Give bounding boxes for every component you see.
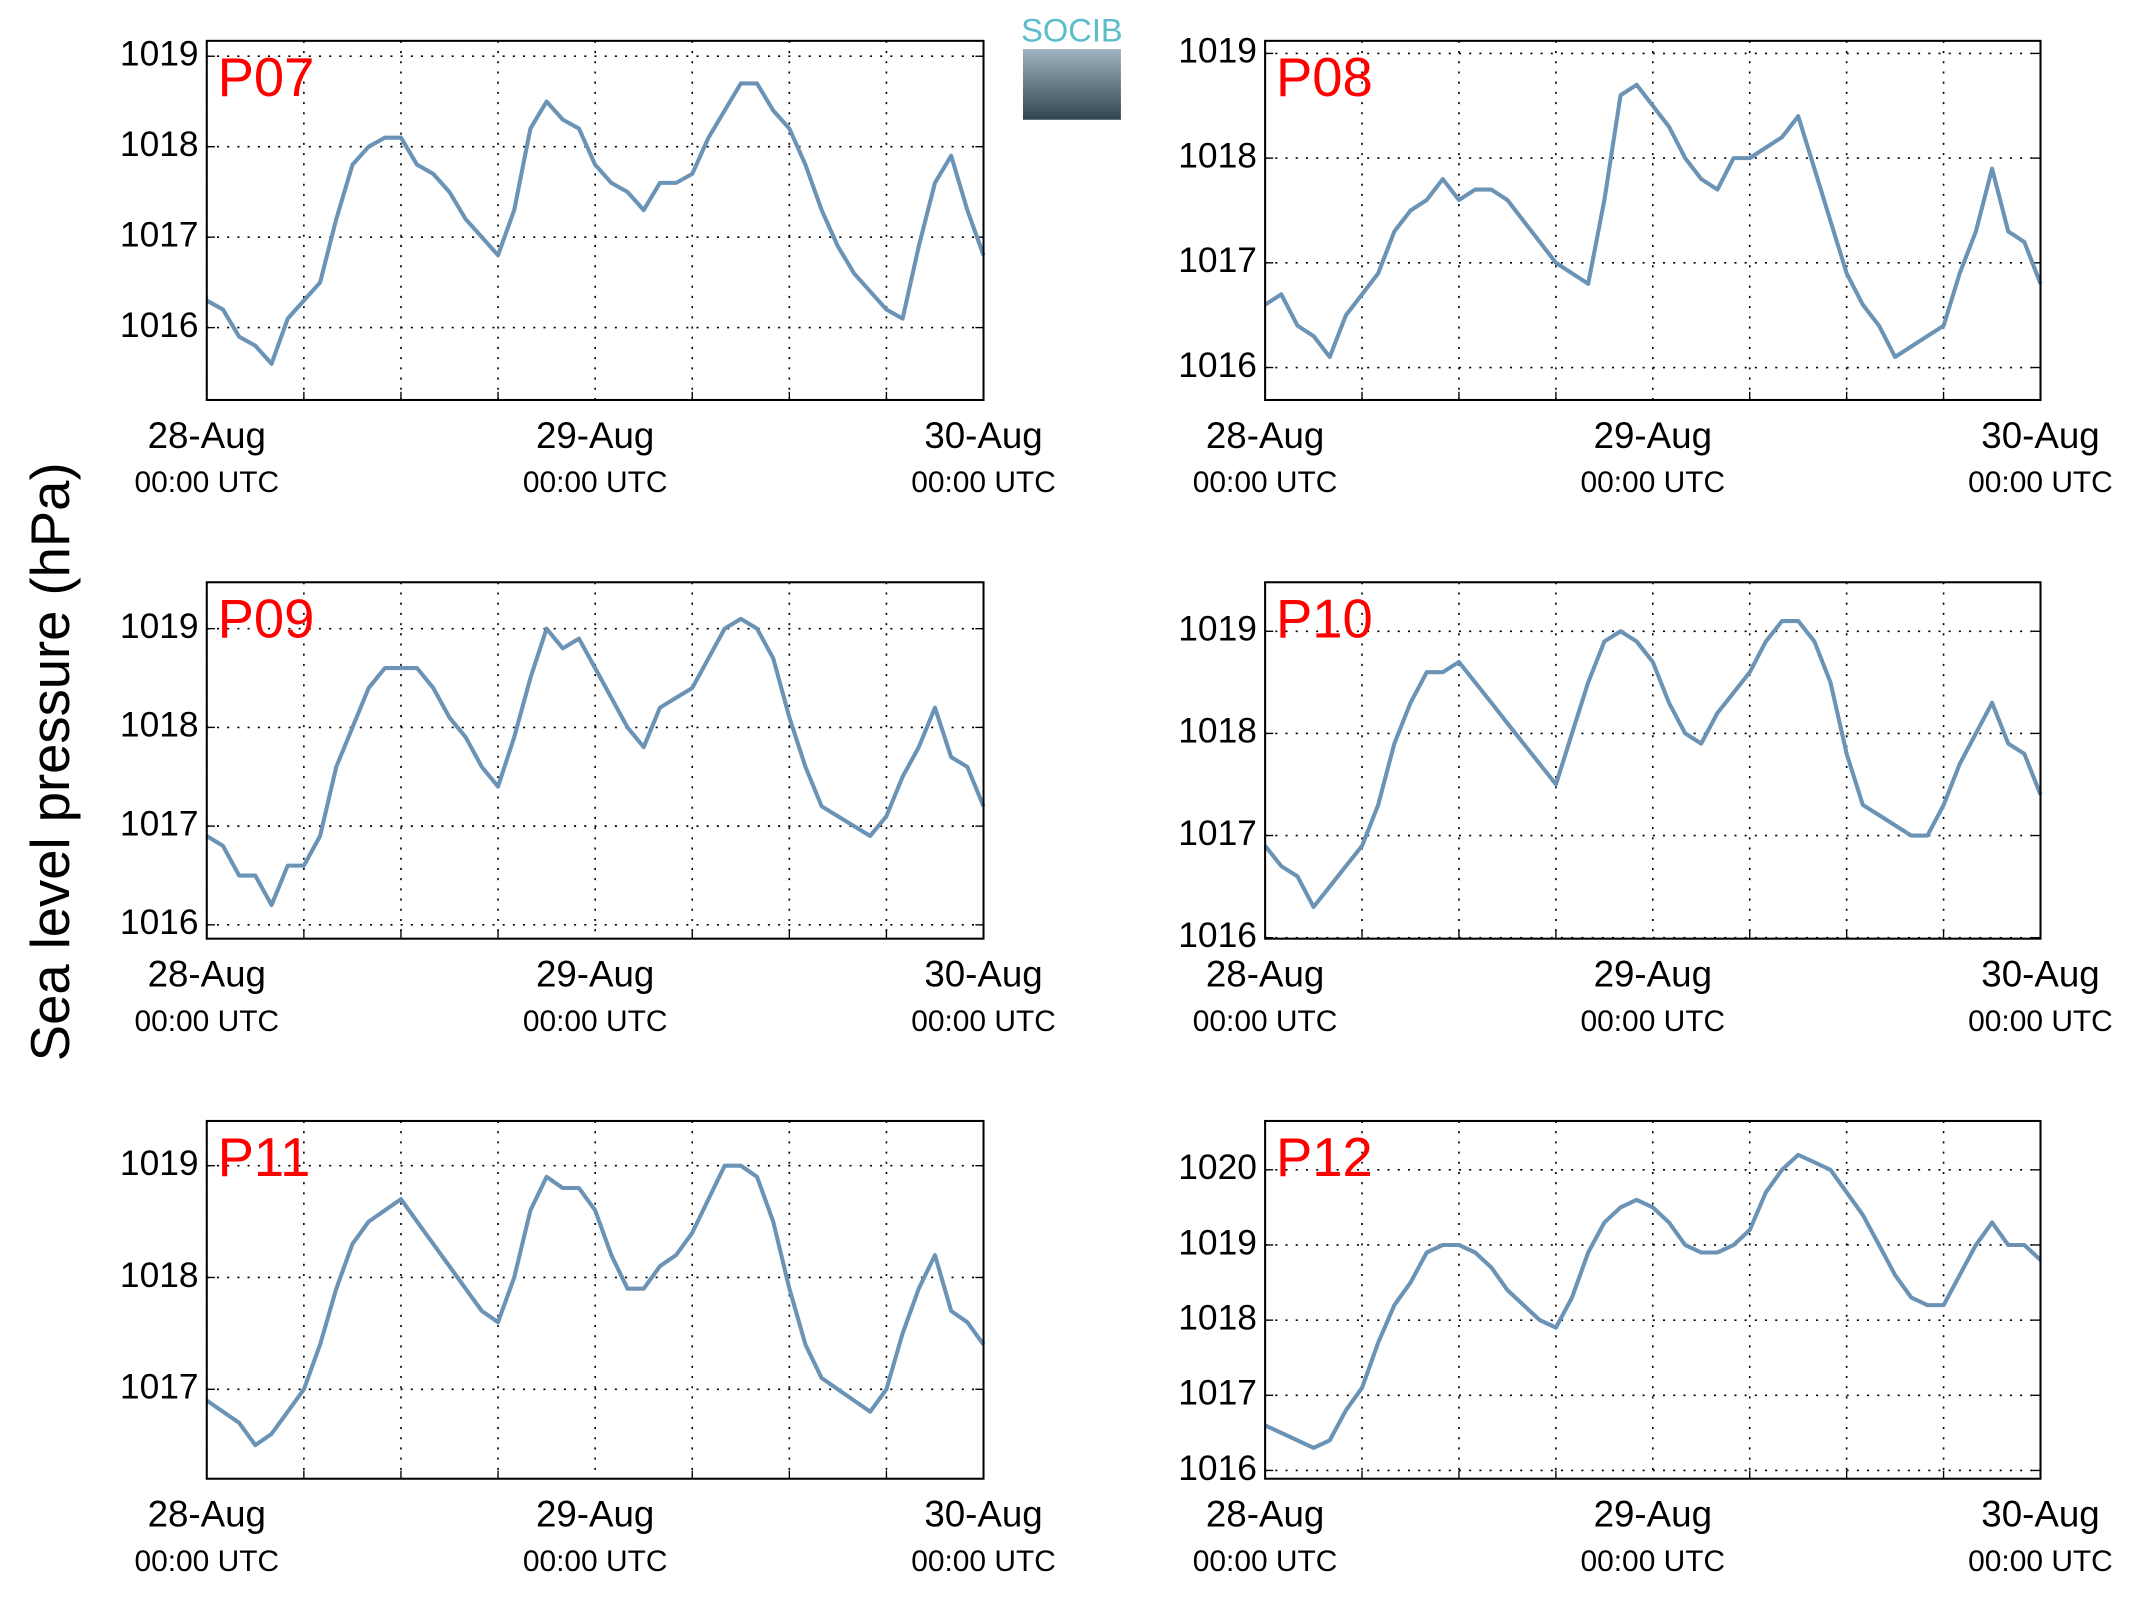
y-tick-label: 1017 — [1178, 241, 1257, 280]
x-tick-label: 30-Aug — [924, 1494, 1042, 1535]
pressure-line — [1264, 1152, 2042, 1450]
x-tick-label: 30-Aug — [924, 415, 1042, 456]
y-tick-label: 1019 — [120, 35, 199, 74]
x-tick-sublabel: 00:00 UTC — [1968, 1545, 2113, 1578]
y-tick-label: 1018 — [1178, 1298, 1257, 1337]
x-tick-label: 29-Aug — [536, 953, 654, 994]
x-tick-label: 28-Aug — [1206, 953, 1324, 994]
y-tick-label: 1019 — [120, 607, 199, 646]
y-axis-label: Sea level pressure (hPa) — [20, 462, 81, 1061]
y-tick-label: 1016 — [120, 306, 199, 345]
x-tick-sublabel: 00:00 UTC — [134, 466, 279, 499]
y-tick-label: 1018 — [1178, 712, 1257, 751]
y-tick-label: 1019 — [120, 1144, 199, 1183]
y-tick-label: 1017 — [120, 804, 199, 843]
x-tick-sublabel: 00:00 UTC — [1580, 466, 1725, 499]
x-tick-label: 29-Aug — [1594, 415, 1712, 456]
y-tick-label: 1017 — [120, 1368, 199, 1407]
x-tick-label: 30-Aug — [1981, 953, 2099, 994]
x-tick-label: 29-Aug — [536, 1494, 654, 1535]
x-tick-sublabel: 00:00 UTC — [134, 1005, 279, 1038]
axes-box — [205, 39, 985, 402]
pressure-line — [1263, 618, 2043, 910]
x-tick-label: 30-Aug — [1981, 415, 2099, 456]
pressure-line — [205, 81, 986, 366]
y-tick-label: 1018 — [120, 125, 199, 164]
y-tick-label: 1017 — [120, 215, 199, 254]
x-tick-sublabel: 00:00 UTC — [523, 1545, 668, 1578]
x-tick-label: 29-Aug — [1594, 1494, 1712, 1535]
y-tick-label: 1019 — [1178, 610, 1257, 649]
x-tick-label: 30-Aug — [924, 953, 1042, 994]
panel-title: P10 — [1276, 588, 1373, 649]
x-tick-label: 29-Aug — [536, 415, 654, 456]
y-tick-label: 1019 — [1178, 32, 1257, 71]
logo-text: SOCIB — [1021, 11, 1123, 48]
y-tick-label: 1017 — [1178, 1374, 1257, 1413]
axes-box — [1264, 39, 2042, 402]
axes-box — [1264, 581, 2042, 940]
y-tick-label: 1019 — [1178, 1223, 1257, 1262]
axes-box — [1264, 1119, 2042, 1480]
x-tick-sublabel: 00:00 UTC — [1193, 1005, 1338, 1038]
x-tick-sublabel: 00:00 UTC — [911, 1005, 1056, 1038]
panel-title: P09 — [218, 588, 315, 649]
axes-box — [205, 1119, 985, 1480]
x-tick-sublabel: 00:00 UTC — [523, 466, 668, 499]
panel-title: P11 — [218, 1127, 311, 1188]
panel-title: P12 — [1276, 1127, 1373, 1188]
y-tick-label: 1016 — [1178, 346, 1257, 385]
x-tick-sublabel: 00:00 UTC — [1580, 1005, 1725, 1038]
y-tick-label: 1018 — [120, 706, 199, 745]
x-tick-label: 28-Aug — [1206, 415, 1324, 456]
y-tick-label: 1016 — [1178, 1449, 1257, 1488]
y-tick-label: 1020 — [1178, 1148, 1257, 1187]
panel-title: P08 — [1276, 47, 1373, 108]
x-tick-label: 30-Aug — [1981, 1494, 2099, 1535]
x-tick-sublabel: 00:00 UTC — [1580, 1545, 1725, 1578]
pressure-line — [205, 1163, 986, 1448]
x-tick-sublabel: 00:00 UTC — [911, 466, 1056, 499]
x-tick-sublabel: 00:00 UTC — [1193, 1545, 1338, 1578]
panel-title: P07 — [218, 47, 315, 108]
y-tick-label: 1018 — [120, 1256, 199, 1295]
y-tick-label: 1016 — [1178, 916, 1257, 955]
x-tick-sublabel: 00:00 UTC — [1968, 1005, 2113, 1038]
x-tick-label: 28-Aug — [148, 953, 266, 994]
y-tick-label: 1016 — [120, 903, 199, 942]
x-tick-sublabel: 00:00 UTC — [1193, 466, 1338, 499]
logo-box — [1022, 49, 1121, 120]
x-tick-sublabel: 00:00 UTC — [134, 1545, 279, 1578]
x-tick-sublabel: 00:00 UTC — [523, 1005, 668, 1038]
x-tick-sublabel: 00:00 UTC — [1968, 466, 2113, 499]
y-tick-label: 1018 — [1178, 136, 1257, 175]
x-tick-label: 28-Aug — [1206, 1494, 1324, 1535]
axes-box — [205, 581, 985, 940]
pressure-line — [205, 616, 986, 908]
x-tick-label: 28-Aug — [148, 1494, 266, 1535]
x-tick-label: 29-Aug — [1594, 953, 1712, 994]
x-tick-sublabel: 00:00 UTC — [911, 1545, 1056, 1578]
x-tick-label: 28-Aug — [148, 415, 266, 456]
pressure-line — [1263, 82, 2043, 360]
y-tick-label: 1017 — [1178, 814, 1257, 853]
